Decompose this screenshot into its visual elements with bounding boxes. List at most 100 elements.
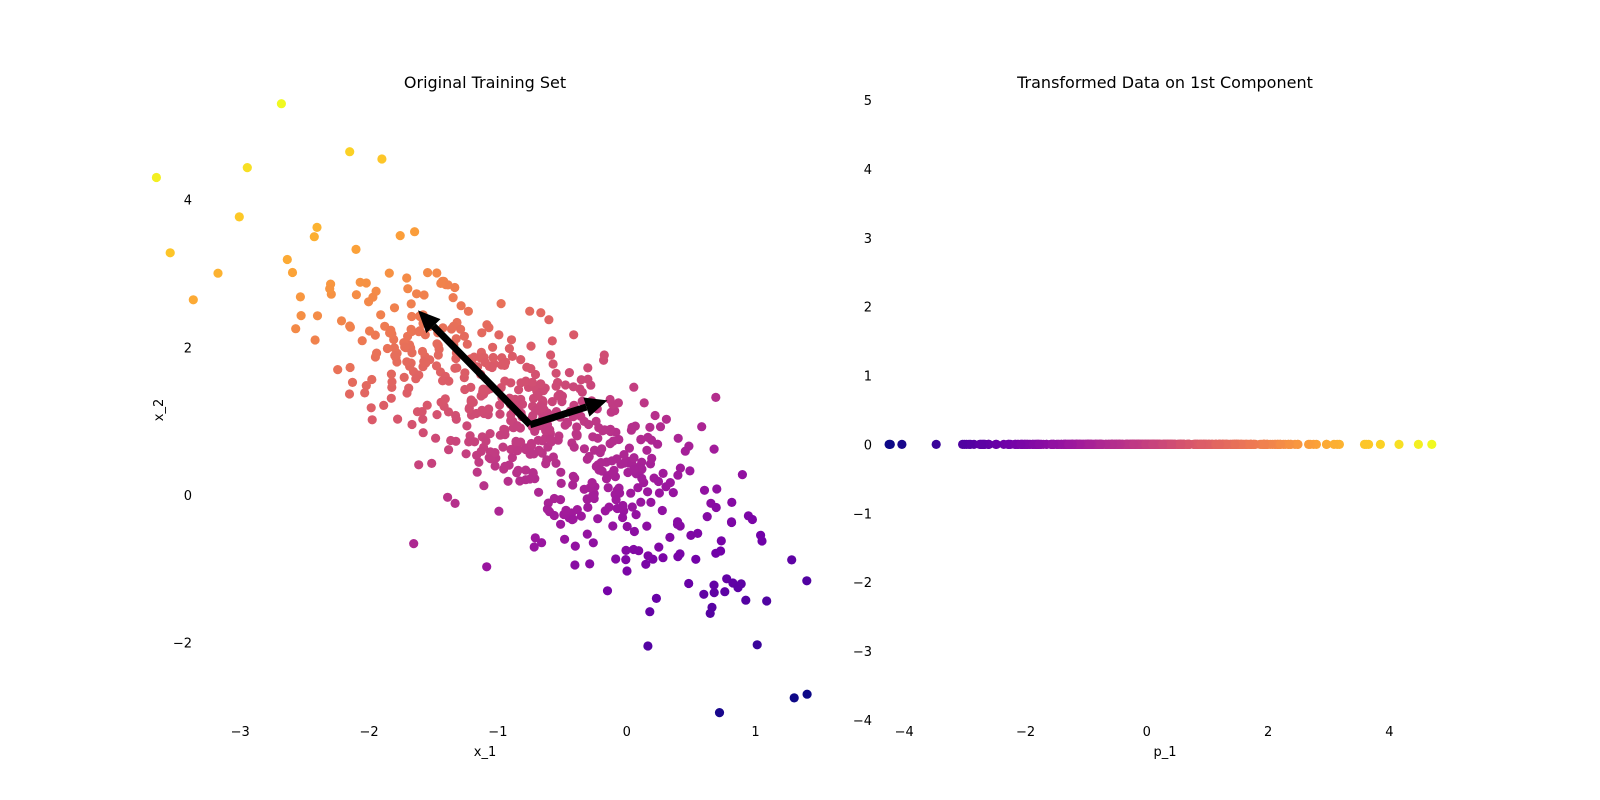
data-point [579,484,589,494]
data-point [536,379,546,389]
y-tick-label: 0 [184,489,192,504]
data-point [548,359,558,369]
data-point [603,483,613,493]
data-point [548,452,559,462]
data-point [367,374,377,385]
data-point [585,559,595,569]
data-point [351,290,361,300]
data-point [629,382,639,392]
data-point [685,466,695,476]
data-point [431,361,442,371]
data-point [513,465,523,475]
data-point [484,323,494,333]
data-point [693,528,703,539]
data-point [379,400,389,410]
x-tick-label: −2 [359,725,378,740]
projected-point [1148,439,1158,449]
data-point [607,456,617,466]
data-point [658,553,668,563]
data-point [606,407,616,417]
data-point [406,299,416,309]
data-point [546,350,556,360]
data-point [726,517,737,527]
data-point [584,419,594,430]
data-point [432,410,442,420]
y-tick-label: 4 [184,194,192,209]
data-point [675,463,686,473]
projected-point [1064,439,1074,449]
data-point [410,227,420,237]
data-point [498,442,508,452]
data-point [526,438,537,449]
left-scatter-points [151,99,812,718]
data-point [368,292,378,302]
y-tick-label: −1 [853,507,872,522]
data-point [389,343,399,353]
panel-original-training-set: Original Training Set −3 −2 −1 0 1 −2 0 2 4 x_1… [151,73,812,760]
projected-point [1375,439,1385,449]
data-point [495,409,505,419]
data-point [621,555,631,565]
data-point [705,608,715,619]
projected-point [964,439,974,449]
data-point [564,368,575,378]
data-point [637,473,647,483]
data-point [400,342,410,352]
data-point [463,306,473,316]
data-point [360,388,370,398]
projected-point [1215,439,1225,449]
data-point [470,437,480,447]
projected-point [1329,439,1339,449]
data-point [234,212,244,222]
data-point [613,398,624,408]
data-point [560,380,571,390]
data-point [756,530,766,540]
projected-point [1166,439,1177,449]
data-point [699,589,709,599]
data-point [673,470,683,480]
data-point [673,433,683,443]
data-point [537,538,547,548]
data-point [296,311,306,321]
right-y-tick-labels: −4 −3 −2 −1 0 1 2 3 4 5 [853,94,872,729]
data-point [631,509,641,520]
data-point [673,517,683,527]
data-point [490,448,500,458]
projected-point [1176,439,1186,449]
data-point [583,374,593,384]
panel-transformed-data: Transformed Data on 1st Component −4 −2 0 2… [853,73,1437,760]
y-tick-label: −2 [853,576,872,591]
data-point [639,398,649,408]
data-point [389,303,400,313]
data-point [576,375,586,385]
projected-point [1034,439,1044,449]
data-point [691,554,701,564]
projected-point [1322,439,1332,449]
data-point [372,348,382,358]
data-point [516,355,526,365]
data-point [452,363,462,373]
data-point [600,506,610,516]
projected-point [1183,439,1193,449]
data-point [600,425,610,435]
data-point [762,596,772,606]
projected-point [1108,439,1118,449]
data-point [496,299,506,309]
data-point [418,414,428,424]
chart-title-right: Transformed Data on 1st Component [1016,73,1313,92]
data-point [569,330,579,340]
data-point [661,414,672,424]
data-point [395,231,405,241]
data-point [351,244,361,254]
data-point [534,487,544,497]
data-point [611,554,621,564]
data-point [376,310,386,320]
data-point [622,521,632,532]
data-point [536,308,546,318]
y-tick-label: −4 [853,714,872,729]
data-point [433,350,443,360]
x-tick-label: −1 [488,725,507,740]
data-point [282,254,292,265]
data-point [399,372,409,382]
projected-point [1003,439,1013,449]
